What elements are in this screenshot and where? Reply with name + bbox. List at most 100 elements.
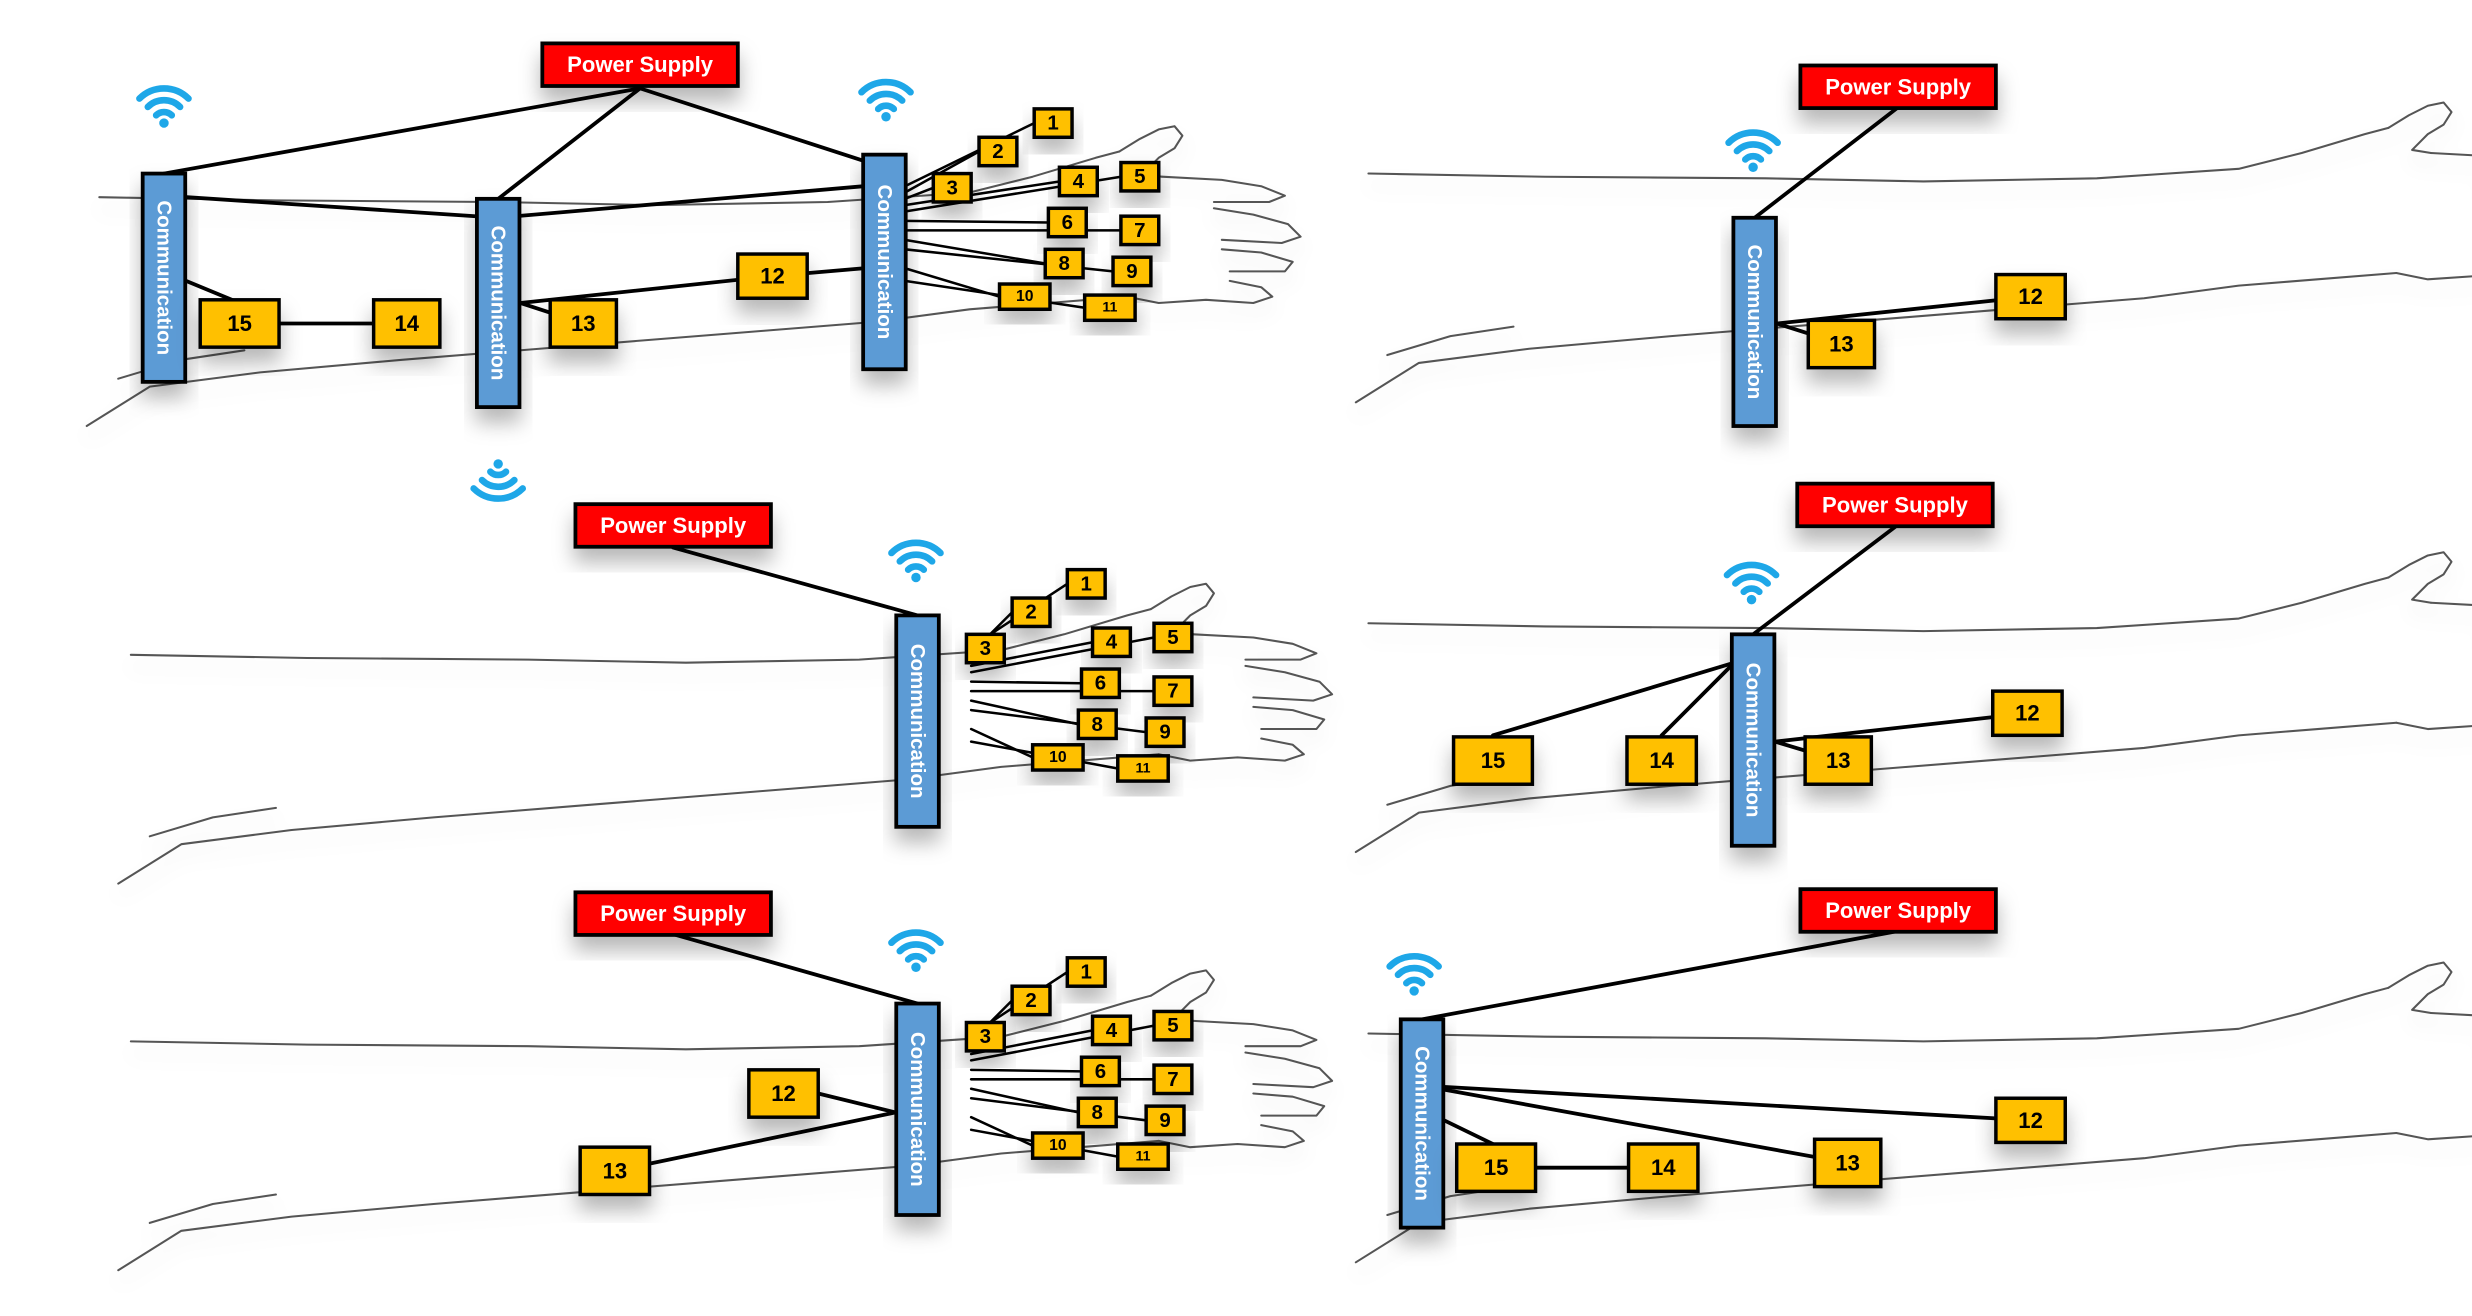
wire-bl-13-comm <box>612 1110 898 1173</box>
sensor-label: 4 <box>1106 1019 1118 1042</box>
sensor-15: 15 <box>198 298 281 349</box>
wifi-icon <box>888 539 944 583</box>
wifi-icon <box>470 459 527 502</box>
sensor-label: 4 <box>1073 170 1085 193</box>
sensor-10: 10 <box>997 282 1052 312</box>
communication-label: Communication <box>1742 663 1765 818</box>
arm-outline-middle-right <box>1354 551 2472 854</box>
sensor-label: 1 <box>1047 112 1058 135</box>
sensor-12: 12 <box>1994 1096 2067 1145</box>
sensor-6: 6 <box>1079 667 1122 700</box>
sensor-label: 12 <box>771 1081 796 1106</box>
sensor-label: 10 <box>1049 1137 1067 1154</box>
sensor-label: 11 <box>1135 760 1150 776</box>
power-supply-box: Power Supply <box>1795 481 1995 529</box>
wire-br-comm-12 <box>1420 1083 2033 1123</box>
sensor-label: 7 <box>1134 219 1145 242</box>
power-supply-box: Power Supply <box>1798 887 1998 934</box>
sensor-12: 12 <box>747 1068 820 1119</box>
wifi-icon <box>1725 129 1781 172</box>
sensor-14: 14 <box>1625 735 1699 786</box>
power-supply-label: Power Supply <box>1822 492 1969 517</box>
sensor-label: 14 <box>1649 748 1674 773</box>
sensor-12: 12 <box>736 252 809 300</box>
power-supply-label: Power Supply <box>600 513 747 538</box>
sensor-label: 1 <box>1081 961 1092 984</box>
sensor-3: 3 <box>931 171 973 204</box>
wire-mr-comm-15 <box>1491 660 1737 738</box>
sensor-9: 9 <box>1111 255 1153 288</box>
arm-outline-top-right <box>1354 101 2472 404</box>
wire-finger-s4 <box>903 180 1061 207</box>
sensor-12: 12 <box>1994 272 2067 321</box>
sensor-6: 6 <box>1079 1055 1122 1088</box>
sensor-label: 5 <box>1134 165 1145 188</box>
wire-finger-s10 <box>969 1115 1034 1147</box>
communication-module: Communication <box>894 613 941 829</box>
sensor-label: 8 <box>1092 713 1103 736</box>
wire-finger-s11 <box>903 279 1086 309</box>
wire-comm-a-b <box>162 193 501 220</box>
sensor-label: 11 <box>1135 1149 1150 1165</box>
sensor-label: 13 <box>1826 748 1851 773</box>
sensor-10: 10 <box>1030 1131 1085 1160</box>
sensor-15: 15 <box>1454 1142 1538 1194</box>
wire-finger-s10 <box>969 727 1034 759</box>
arm-outlines <box>85 101 2472 1272</box>
wire-br-comm-15 <box>1442 1118 1499 1148</box>
communication-module: Communication <box>894 1001 941 1217</box>
sensor-8: 8 <box>1076 1096 1118 1129</box>
wire-power-comm-a <box>162 86 642 176</box>
sensor-label: 9 <box>1159 721 1170 744</box>
sensor-label: 6 <box>1095 1060 1106 1083</box>
sensor-label: 3 <box>980 1025 991 1048</box>
communication-module: Communication <box>861 152 908 372</box>
wire-power-comm-c <box>638 86 866 163</box>
communication-module: Communication <box>140 171 188 384</box>
sensor-label: 8 <box>1092 1101 1103 1124</box>
wire-power-comm-b <box>496 86 642 201</box>
sensor-2: 2 <box>1010 984 1052 1017</box>
sensor-label: 15 <box>227 311 252 336</box>
sensor-13: 13 <box>1803 735 1874 786</box>
wire-ml-power-comm <box>671 545 920 618</box>
sensor-5: 5 <box>1119 160 1161 193</box>
sensor-label: 14 <box>1651 1155 1676 1180</box>
wire-tr-power-comm <box>1752 105 1901 220</box>
sensor-5: 5 <box>1152 621 1194 654</box>
sensor-label: 7 <box>1167 680 1178 703</box>
wire-mr-comm-14 <box>1659 660 1737 738</box>
sensor-label: 3 <box>980 637 991 660</box>
communication-label: Communication <box>873 185 896 340</box>
sensor-label: 4 <box>1106 631 1118 654</box>
sensor-5: 5 <box>1152 1009 1194 1042</box>
wire-finger-s9 <box>969 708 1148 734</box>
sensor-13: 13 <box>1812 1137 1883 1189</box>
wire-br-comm-13 <box>1420 1083 1850 1165</box>
sensor-7: 7 <box>1152 675 1194 708</box>
sensor-10: 10 <box>1030 743 1085 772</box>
wifi-icon <box>1386 952 1442 996</box>
power-supply-box: Power Supply <box>540 41 740 88</box>
sensor-2: 2 <box>977 135 1019 168</box>
power-supply-label: Power Supply <box>600 901 747 926</box>
sensor-label: 9 <box>1126 260 1137 283</box>
sensor-4: 4 <box>1090 1014 1133 1047</box>
wire-finger-s9 <box>969 1096 1148 1122</box>
sensor-label: 13 <box>1829 331 1854 356</box>
wire-mr-power-comm <box>1751 525 1897 637</box>
sensor-label: 5 <box>1167 626 1178 649</box>
sensor-label: 14 <box>394 311 419 336</box>
sensor-label: 12 <box>2015 701 2040 726</box>
wire-br-power-comm <box>1420 929 1901 1022</box>
wire-finger-s6 <box>903 219 1050 224</box>
sensor-label: 15 <box>1484 1155 1509 1180</box>
sensor-6: 6 <box>1046 206 1088 239</box>
sensor-7: 7 <box>1119 214 1161 247</box>
sensor-label: 6 <box>1062 211 1073 234</box>
sensor-label: 12 <box>760 264 785 289</box>
sensor-label: 6 <box>1095 672 1106 695</box>
sensor-label: 2 <box>1025 989 1036 1012</box>
